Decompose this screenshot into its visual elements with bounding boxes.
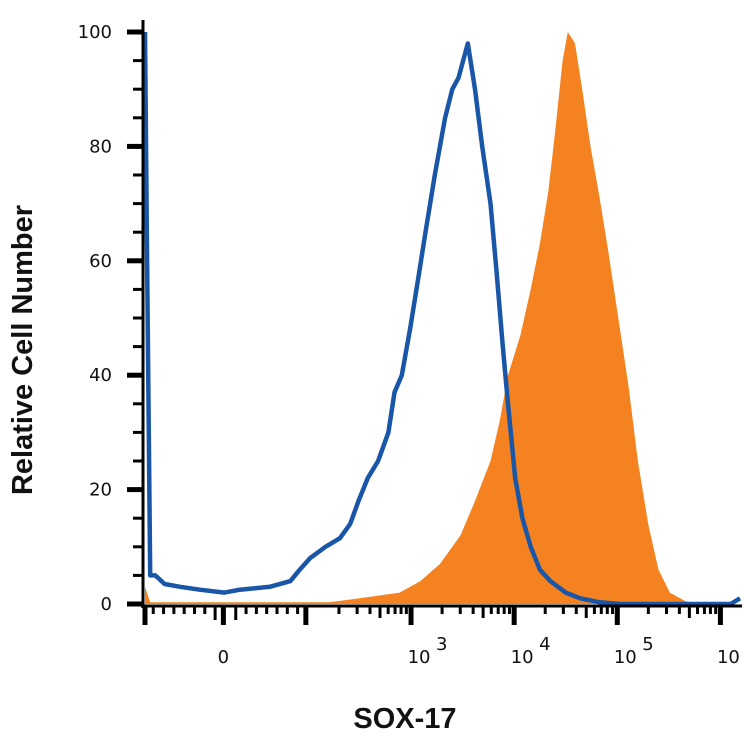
series-line-isotype bbox=[142, 31, 742, 607]
x-axis-title: SOX-17 bbox=[353, 703, 456, 735]
y-tick-label: 80 bbox=[89, 136, 112, 157]
y-tick-label: 40 bbox=[89, 365, 112, 386]
y-tick-label: 100 bbox=[78, 22, 112, 43]
x-tick-label: 0 bbox=[218, 647, 229, 668]
x-tick-exponent: 3 bbox=[436, 634, 447, 655]
ticks-layer: 0204060801000103104105106 bbox=[78, 22, 740, 668]
series-area-sox17 bbox=[145, 32, 740, 604]
y-tick-label: 0 bbox=[101, 594, 112, 615]
x-tick-label: 10 bbox=[408, 647, 431, 668]
x-tick-exponent: 4 bbox=[539, 634, 550, 655]
x-tick-label: 10 bbox=[614, 647, 637, 668]
y-axis-title: Relative Cell Number bbox=[7, 205, 39, 495]
y-tick-label: 60 bbox=[89, 251, 112, 272]
y-tick-label: 20 bbox=[89, 480, 112, 501]
axes-layer bbox=[141, 20, 742, 608]
x-tick-exponent: 5 bbox=[642, 634, 653, 655]
x-tick-label: 10 bbox=[717, 647, 740, 668]
series-layer bbox=[142, 31, 742, 607]
x-tick-label: 10 bbox=[511, 647, 534, 668]
